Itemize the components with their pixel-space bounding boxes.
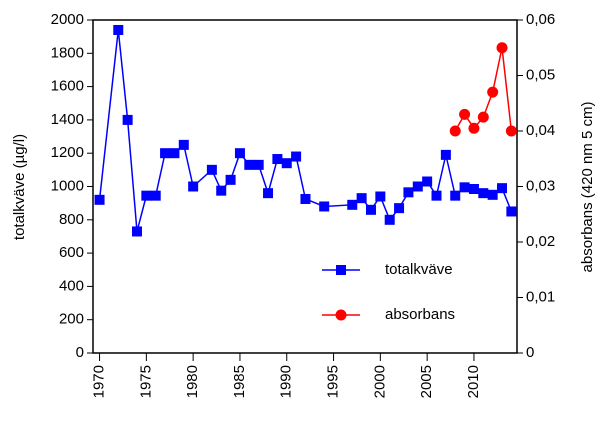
marker — [440, 149, 451, 160]
marker — [506, 206, 517, 217]
marker — [497, 183, 508, 194]
y2-tick-label: 0,03 — [526, 177, 555, 194]
y-tick-label: 400 — [59, 277, 84, 294]
marker — [412, 181, 423, 192]
marker — [234, 148, 245, 159]
y2-tick-label: 0,06 — [526, 11, 555, 28]
marker — [216, 185, 227, 196]
y2-tick-label: 0 — [526, 344, 534, 361]
marker — [422, 176, 433, 187]
y-tick-label: 1000 — [51, 177, 84, 194]
legend-label: totalkväve — [385, 261, 453, 278]
marker — [487, 189, 498, 200]
x-tick-label: 1980 — [184, 365, 201, 398]
marker — [300, 193, 311, 204]
legend-marker — [335, 309, 347, 321]
y-tick-label: 1200 — [51, 144, 84, 161]
marker — [487, 86, 499, 98]
x-tick-label: 1995 — [325, 365, 342, 398]
y-tick-label: 0 — [76, 344, 84, 361]
y-tick-label: 800 — [59, 211, 84, 228]
marker — [356, 193, 367, 204]
y2-axis-label: absorbans (420 nm 5 cm) — [579, 102, 596, 273]
marker — [263, 188, 274, 199]
marker — [459, 182, 470, 193]
marker — [496, 42, 508, 54]
marker — [188, 181, 199, 192]
marker — [478, 188, 489, 199]
marker — [449, 125, 461, 137]
marker — [272, 154, 283, 165]
y-tick-label: 1400 — [51, 111, 84, 128]
marker — [291, 151, 302, 162]
marker — [225, 174, 236, 185]
marker — [141, 190, 152, 201]
marker — [150, 190, 161, 201]
marker — [169, 148, 180, 159]
marker — [403, 187, 414, 198]
y2-tick-label: 0,04 — [526, 122, 555, 139]
x-tick-label: 1990 — [278, 365, 295, 398]
marker — [459, 108, 471, 120]
x-tick-label: 2010 — [465, 365, 482, 398]
y-tick-label: 2000 — [51, 11, 84, 28]
legend-marker — [336, 265, 346, 275]
marker — [394, 203, 405, 214]
x-tick-label: 1970 — [91, 365, 108, 398]
y-axis-label: totalkväve (µg/l) — [11, 134, 28, 240]
marker — [384, 214, 395, 225]
marker — [113, 24, 124, 35]
marker — [319, 201, 330, 212]
y2-tick-label: 0,05 — [526, 66, 555, 83]
y2-tick-label: 0,01 — [526, 288, 555, 305]
y-tick-label: 200 — [59, 311, 84, 328]
marker — [244, 159, 255, 170]
marker — [468, 183, 479, 194]
y-tick-label: 1800 — [51, 44, 84, 61]
x-tick-label: 2000 — [371, 365, 388, 398]
x-tick-label: 1975 — [137, 365, 154, 398]
marker — [178, 139, 189, 150]
marker — [450, 190, 461, 201]
marker — [375, 191, 386, 202]
marker — [160, 148, 171, 159]
marker — [365, 204, 376, 215]
y-tick-label: 1600 — [51, 78, 84, 95]
marker — [477, 111, 489, 123]
marker — [206, 164, 217, 175]
marker — [94, 194, 105, 205]
marker — [253, 159, 264, 170]
marker — [468, 122, 480, 134]
x-tick-label: 1985 — [231, 365, 248, 398]
marker — [505, 125, 517, 137]
marker — [347, 199, 358, 210]
marker — [431, 190, 442, 201]
marker — [131, 226, 142, 237]
legend-label: absorbans — [385, 306, 455, 323]
y-tick-label: 600 — [59, 244, 84, 261]
y2-tick-label: 0,02 — [526, 233, 555, 250]
marker — [122, 114, 133, 125]
marker — [281, 158, 292, 169]
x-tick-label: 2005 — [418, 365, 435, 398]
